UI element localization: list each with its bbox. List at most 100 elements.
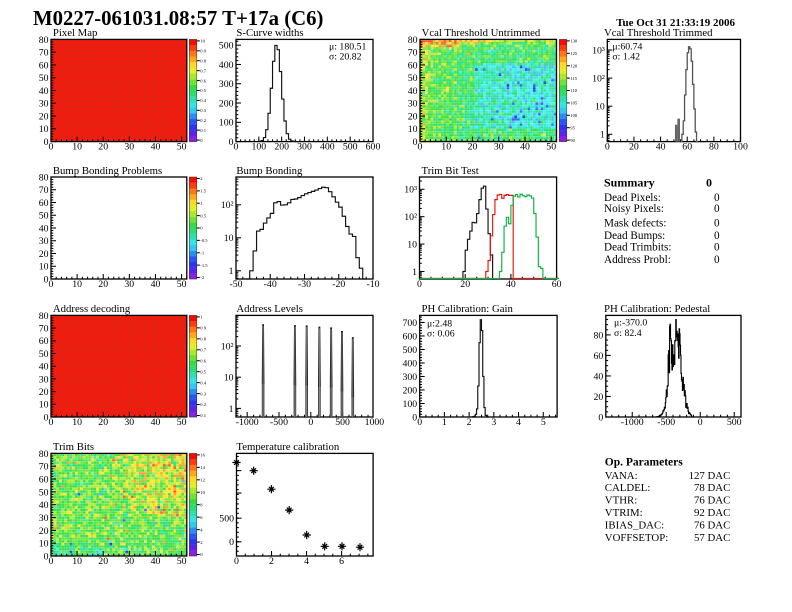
svg-text:50: 50 bbox=[546, 141, 556, 152]
svg-text:10: 10 bbox=[441, 141, 451, 152]
svg-text:200: 200 bbox=[274, 141, 289, 152]
svg-text:50: 50 bbox=[39, 349, 49, 360]
svg-text:μ:-370.0: μ:-370.0 bbox=[614, 318, 647, 329]
svg-text:1.5: 1.5 bbox=[200, 189, 206, 194]
svg-text:40: 40 bbox=[520, 141, 530, 152]
svg-text:0.9: 0.9 bbox=[200, 326, 206, 331]
svg-text:0: 0 bbox=[413, 137, 418, 148]
svg-text:0: 0 bbox=[44, 274, 49, 285]
svg-text:2: 2 bbox=[200, 176, 203, 181]
svg-text:σ: 0.06: σ: 0.06 bbox=[427, 329, 455, 340]
svg-text:300: 300 bbox=[219, 79, 234, 90]
svg-text:200: 200 bbox=[402, 385, 417, 396]
svg-text:-30: -30 bbox=[298, 279, 311, 290]
svg-text:10²: 10² bbox=[592, 74, 605, 85]
svg-text:Dead Bumps:: Dead Bumps: bbox=[604, 230, 665, 242]
svg-text:0.5: 0.5 bbox=[200, 369, 206, 374]
svg-text:0: 0 bbox=[49, 417, 54, 428]
svg-text:10: 10 bbox=[72, 141, 82, 152]
svg-text:μ: 180.51: μ: 180.51 bbox=[329, 41, 366, 52]
svg-text:80: 80 bbox=[39, 172, 49, 183]
svg-text:σ: 82.4: σ: 82.4 bbox=[614, 328, 642, 339]
svg-text:-1: -1 bbox=[200, 250, 205, 255]
svg-text:Bump Bonding Problems: Bump Bonding Problems bbox=[53, 165, 162, 177]
svg-text:500: 500 bbox=[335, 417, 350, 428]
svg-text:50: 50 bbox=[39, 73, 49, 84]
svg-text:100: 100 bbox=[570, 113, 578, 118]
svg-text:0.4: 0.4 bbox=[200, 380, 206, 385]
svg-text:1: 1 bbox=[412, 267, 417, 278]
svg-text:500: 500 bbox=[727, 417, 742, 428]
svg-text:100: 100 bbox=[219, 118, 234, 129]
svg-text:40: 40 bbox=[151, 279, 161, 290]
svg-text:80: 80 bbox=[39, 311, 49, 322]
svg-text:0: 0 bbox=[44, 412, 49, 423]
svg-text:125: 125 bbox=[570, 51, 578, 56]
svg-text:0.7: 0.7 bbox=[200, 68, 206, 73]
svg-text:0: 0 bbox=[417, 417, 422, 428]
svg-text:80: 80 bbox=[709, 141, 719, 152]
svg-text:400: 400 bbox=[402, 358, 417, 369]
svg-text:Trim Bit Test: Trim Bit Test bbox=[422, 165, 479, 177]
svg-text:60: 60 bbox=[39, 60, 49, 71]
svg-text:60: 60 bbox=[552, 279, 562, 290]
svg-text:10: 10 bbox=[595, 102, 605, 113]
svg-text:0.7: 0.7 bbox=[200, 348, 206, 353]
svg-text:50: 50 bbox=[177, 417, 187, 428]
svg-text:600: 600 bbox=[366, 141, 381, 152]
svg-text:Dead Trimbits:: Dead Trimbits: bbox=[604, 241, 671, 253]
svg-text:0.5: 0.5 bbox=[200, 88, 206, 93]
svg-text:-500: -500 bbox=[657, 417, 675, 428]
svg-text:0: 0 bbox=[714, 203, 720, 215]
svg-text:10²: 10² bbox=[221, 341, 234, 352]
svg-text:10: 10 bbox=[39, 400, 49, 411]
svg-text:40: 40 bbox=[506, 279, 516, 290]
svg-text:0.4: 0.4 bbox=[200, 98, 206, 103]
svg-text:Address decoding: Address decoding bbox=[53, 303, 131, 315]
svg-text:10: 10 bbox=[407, 240, 417, 251]
svg-text:0.8: 0.8 bbox=[200, 58, 206, 63]
svg-text:10: 10 bbox=[224, 233, 234, 244]
svg-text:0.1: 0.1 bbox=[200, 413, 206, 418]
svg-text:Pixel Map: Pixel Map bbox=[53, 27, 98, 39]
svg-text:50: 50 bbox=[177, 279, 187, 290]
svg-text:0: 0 bbox=[412, 412, 417, 423]
svg-text:4: 4 bbox=[516, 417, 521, 428]
svg-text:0: 0 bbox=[44, 137, 49, 148]
svg-text:120: 120 bbox=[570, 63, 578, 68]
svg-text:-0.5: -0.5 bbox=[200, 238, 208, 243]
svg-text:20: 20 bbox=[98, 279, 108, 290]
svg-text:70: 70 bbox=[39, 48, 49, 59]
svg-text:PH Calibration: Pedestal: PH Calibration: Pedestal bbox=[604, 303, 710, 315]
svg-text:-10: -10 bbox=[366, 279, 379, 290]
svg-text:σ: 20.82: σ: 20.82 bbox=[329, 51, 362, 62]
svg-text:1: 1 bbox=[229, 266, 234, 277]
svg-text:30: 30 bbox=[39, 236, 49, 247]
svg-text:0: 0 bbox=[714, 241, 720, 253]
svg-text:10: 10 bbox=[39, 262, 49, 273]
svg-text:10: 10 bbox=[224, 373, 234, 384]
svg-text:20: 20 bbox=[460, 279, 470, 290]
svg-text:-40: -40 bbox=[264, 279, 277, 290]
svg-text:-2: -2 bbox=[200, 275, 205, 280]
svg-text:-1000: -1000 bbox=[236, 417, 259, 428]
svg-text:0: 0 bbox=[698, 417, 703, 428]
svg-text:-20: -20 bbox=[332, 279, 345, 290]
svg-text:0: 0 bbox=[417, 279, 422, 290]
svg-text:0: 0 bbox=[418, 141, 423, 152]
svg-text:1: 1 bbox=[229, 404, 234, 415]
svg-text:0.1: 0.1 bbox=[200, 128, 206, 133]
svg-text:20: 20 bbox=[629, 141, 639, 152]
svg-text:5: 5 bbox=[541, 417, 546, 428]
svg-text:20: 20 bbox=[408, 112, 418, 123]
svg-text:200: 200 bbox=[219, 98, 234, 109]
svg-text:40: 40 bbox=[408, 86, 418, 97]
svg-text:40: 40 bbox=[39, 362, 49, 373]
svg-text:100: 100 bbox=[733, 141, 748, 152]
svg-text:10: 10 bbox=[408, 124, 418, 135]
svg-text:20: 20 bbox=[468, 141, 478, 152]
svg-text:10²: 10² bbox=[221, 200, 234, 211]
svg-text:20: 20 bbox=[594, 392, 604, 403]
svg-text:60: 60 bbox=[594, 351, 604, 362]
svg-text:0: 0 bbox=[714, 254, 720, 266]
